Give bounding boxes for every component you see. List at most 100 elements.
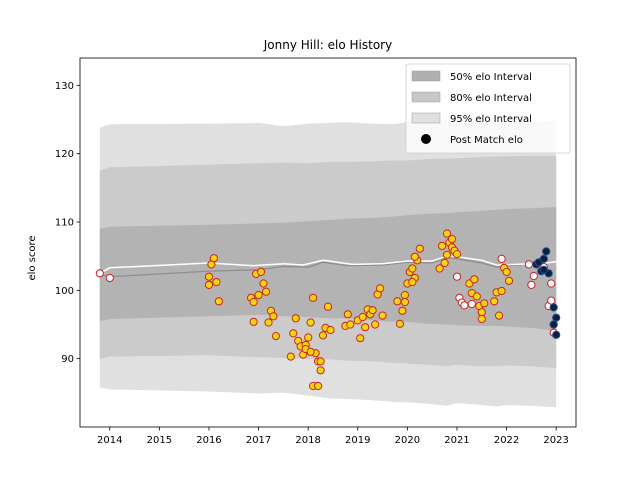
data-point <box>497 286 506 296</box>
data-point <box>452 250 462 259</box>
data-point <box>472 292 481 301</box>
data-point <box>497 254 506 263</box>
data-point <box>214 297 223 306</box>
data-point <box>539 254 548 263</box>
data-point <box>395 319 404 328</box>
x-tick-label: 2017 <box>246 435 271 446</box>
y-tick-label: 120 <box>55 149 74 160</box>
y-tick-label: 100 <box>55 286 74 297</box>
data-point <box>204 272 214 281</box>
data-point <box>442 229 452 238</box>
data-point <box>470 275 479 284</box>
data-point <box>95 269 104 278</box>
data-point <box>477 314 486 324</box>
data-point <box>539 265 548 274</box>
chart-title: Jonny Hill: elo History <box>263 38 392 52</box>
data-point <box>323 302 333 311</box>
data-point <box>291 314 300 323</box>
data-point <box>442 250 452 259</box>
x-tick-label: 2020 <box>395 435 420 446</box>
data-point <box>504 276 514 285</box>
data-point <box>316 366 325 375</box>
data-point <box>256 267 266 276</box>
data-point <box>452 272 462 281</box>
data-point <box>524 260 534 269</box>
data-point <box>393 297 402 306</box>
data-point <box>304 333 313 342</box>
data-point <box>435 264 444 273</box>
data-point <box>549 303 558 312</box>
legend-label: 50% elo Interval <box>450 72 532 83</box>
data-point <box>440 258 449 268</box>
y-tick-label: 90 <box>61 354 74 365</box>
data-point <box>326 325 335 335</box>
data-point <box>480 299 489 308</box>
y-axis-label: elo score <box>27 235 38 280</box>
data-point <box>209 254 218 263</box>
data-point <box>527 280 536 289</box>
data-point <box>289 329 298 338</box>
band-50 <box>99 207 557 331</box>
legend-marker <box>421 134 431 144</box>
x-tick-label: 2023 <box>543 435 568 446</box>
legend-swatch <box>411 91 441 103</box>
y-tick-label: 130 <box>55 81 74 92</box>
data-point <box>502 267 511 276</box>
x-tick-label: 2014 <box>97 435 122 446</box>
data-point <box>286 352 295 361</box>
data-point <box>259 279 268 288</box>
axes-frame <box>79 57 577 428</box>
mean-elo-line <box>99 255 557 274</box>
data-point <box>542 247 551 256</box>
data-point <box>212 278 221 287</box>
data-point <box>358 312 367 322</box>
axes: 2014 2015 2016 2017 2018 2019 2020 2021 2022 2023… <box>55 57 577 446</box>
data-point <box>261 287 271 296</box>
x-tick-label: 2021 <box>444 435 469 446</box>
legend-swatch <box>411 112 441 124</box>
data-point <box>378 311 387 320</box>
data-point <box>410 252 419 261</box>
data-point <box>105 273 114 283</box>
data-point <box>376 284 385 293</box>
data-point <box>314 381 323 391</box>
y-tick-label: 110 <box>55 218 74 229</box>
data-point <box>477 308 486 317</box>
data-point <box>249 297 258 307</box>
data-point <box>398 306 407 315</box>
data-point <box>408 264 417 273</box>
data-point <box>254 291 263 300</box>
data-point <box>467 299 476 309</box>
data-point <box>361 323 370 332</box>
data-point <box>264 318 273 327</box>
legend-label: Post Match elo <box>450 135 523 146</box>
data-point <box>400 291 409 300</box>
plot-area <box>95 119 561 408</box>
data-point <box>249 317 258 326</box>
data-point <box>529 271 538 281</box>
data-point <box>371 320 380 329</box>
legend-swatch <box>411 70 441 82</box>
data-point <box>547 279 556 288</box>
data-point <box>415 244 424 253</box>
pre-match-line <box>99 256 522 278</box>
data-point <box>346 320 355 329</box>
legend-label: 95% elo Interval <box>450 114 532 125</box>
legend: 50% elo Interval 80% elo Interval 95% elo … <box>405 63 571 154</box>
data-point <box>549 320 558 329</box>
data-point <box>490 297 499 306</box>
data-point <box>306 347 315 356</box>
data-point <box>460 301 469 310</box>
data-point <box>408 278 417 287</box>
data-point <box>547 296 556 305</box>
data-point <box>400 297 409 307</box>
x-tick-label: 2015 <box>147 435 172 446</box>
data-point <box>204 280 214 289</box>
data-point <box>356 334 365 343</box>
data-point <box>552 330 561 339</box>
data-point <box>316 357 325 366</box>
data-point <box>447 235 457 244</box>
x-tick-label: 2018 <box>295 435 320 446</box>
data-point <box>318 331 328 340</box>
